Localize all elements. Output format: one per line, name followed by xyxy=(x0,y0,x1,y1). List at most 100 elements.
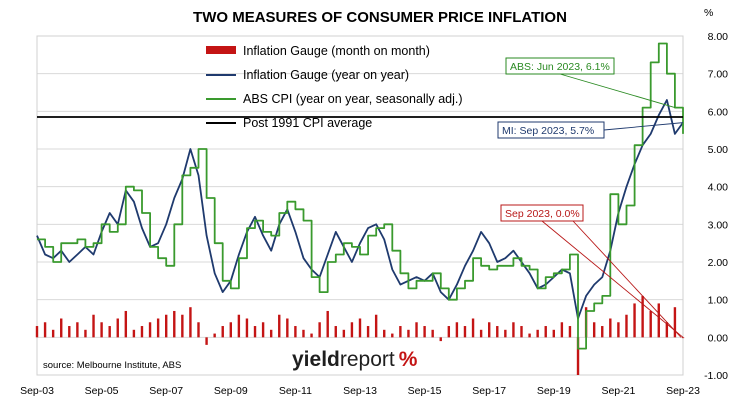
bar-month-on-month xyxy=(116,318,119,338)
x-tick-label: Sep-09 xyxy=(214,385,248,397)
bar-month-on-month xyxy=(269,329,273,338)
bar-month-on-month xyxy=(100,322,103,338)
bar-month-on-month xyxy=(60,318,63,338)
bar-month-on-month xyxy=(140,326,144,338)
bar-month-on-month xyxy=(148,322,152,338)
bar-month-on-month xyxy=(455,322,459,338)
bar-month-on-month xyxy=(374,314,378,338)
bar-month-on-month xyxy=(245,318,249,338)
annotation-leader xyxy=(572,220,682,338)
bar-month-on-month xyxy=(310,333,313,338)
bar-month-on-month xyxy=(681,337,685,339)
bar-month-on-month xyxy=(536,329,539,338)
bar-month-on-month xyxy=(407,329,410,338)
bar-month-on-month xyxy=(165,314,168,338)
bar-month-on-month xyxy=(334,326,337,338)
bar-month-on-month xyxy=(391,333,394,338)
bar-month-on-month xyxy=(657,303,660,338)
x-tick-label: Sep-19 xyxy=(537,385,571,397)
annotations: ABS: Jun 2023, 6.1% MI: Sep 2023, 5.7% Sep… xyxy=(497,57,684,338)
annotation-text: MI: Sep 2023, 5.7% xyxy=(502,125,594,137)
bar-month-on-month xyxy=(342,329,346,338)
annotation-leader xyxy=(559,73,676,108)
logo-yield: yield xyxy=(292,348,340,371)
bar-month-on-month xyxy=(649,310,652,338)
bar-month-on-month xyxy=(592,322,596,338)
bar-month-on-month xyxy=(318,322,321,338)
svg-text:yieldreport%: yieldreport% xyxy=(292,348,418,371)
y-tick-label: -1.00 xyxy=(704,370,728,382)
bar-month-on-month xyxy=(665,322,669,338)
bar-month-on-month xyxy=(504,329,507,338)
source-note: source: Melbourne Institute, ABS xyxy=(43,360,181,371)
annotation-box xyxy=(497,121,605,139)
bar-month-on-month xyxy=(528,333,531,338)
y-tick-label: 6.00 xyxy=(708,106,729,118)
y-tick-label: 4.00 xyxy=(708,182,729,194)
bar-month-on-month xyxy=(415,322,418,338)
bar-month-on-month xyxy=(673,307,677,338)
x-tick-label: Sep-13 xyxy=(343,385,377,397)
bar-month-on-month xyxy=(181,314,184,338)
annotation-text: ABS: Jun 2023, 6.1% xyxy=(510,61,610,73)
y-tick-label: 0.00 xyxy=(708,332,729,344)
bar-month-on-month xyxy=(92,314,95,338)
bar-month-on-month xyxy=(43,322,47,338)
logo-percent: % xyxy=(399,348,418,371)
bar-month-on-month xyxy=(278,314,281,338)
bar-month-on-month xyxy=(189,307,192,338)
plot-frame xyxy=(36,35,684,376)
yieldreport-logo: yieldreport% xyxy=(292,348,418,371)
x-tick-label: Sep-07 xyxy=(149,385,183,397)
legend-swatch xyxy=(206,46,236,54)
annotation-box xyxy=(505,57,615,75)
bar-month-on-month xyxy=(617,322,620,338)
bar-month-on-month xyxy=(237,314,241,338)
bar-month-on-month xyxy=(286,318,289,338)
bar-month-on-month xyxy=(68,326,71,338)
bar-month-on-month xyxy=(576,337,580,375)
bars-month-on-month xyxy=(35,295,685,375)
bar-month-on-month xyxy=(124,310,128,338)
bar-month-on-month xyxy=(609,318,612,338)
bar-month-on-month xyxy=(479,329,483,338)
y-tick-label: 1.00 xyxy=(708,295,729,307)
bar-month-on-month xyxy=(197,322,200,338)
legend-label: Inflation Gauge (year on year) xyxy=(243,68,409,82)
y-tick-label: 2.00 xyxy=(708,257,729,269)
bar-month-on-month xyxy=(601,326,604,338)
legend-label: ABS CPI (year on year, seasonally adj.) xyxy=(243,92,463,106)
bar-month-on-month xyxy=(625,314,628,338)
bar-month-on-month xyxy=(496,326,499,338)
bar-month-on-month xyxy=(358,318,362,338)
bar-month-on-month xyxy=(463,326,467,338)
y-tick-label: 5.00 xyxy=(708,144,729,156)
bar-month-on-month xyxy=(488,322,491,338)
series-line-inflation-gauge-year-on-year xyxy=(36,99,684,320)
x-tick-label: Sep-23 xyxy=(666,385,700,397)
bar-month-on-month xyxy=(431,329,434,338)
bar-month-on-month xyxy=(447,326,451,338)
bar-month-on-month xyxy=(205,337,208,345)
bar-month-on-month xyxy=(84,329,87,338)
bar-month-on-month xyxy=(76,322,79,338)
annotation-text: Sep 2023, 0.0% xyxy=(505,208,580,220)
annotation-box xyxy=(500,204,584,222)
bar-month-on-month xyxy=(383,329,386,338)
legend: Inflation Gauge (month on month) Inflatio… xyxy=(206,44,463,130)
x-tick-label: Sep-03 xyxy=(20,385,54,397)
bar-month-on-month xyxy=(35,326,39,338)
y-axis-ticks: 8.00 7.00 6.00 5.00 4.00 3.00 2.00 1.00 0.00 -1.0… xyxy=(704,31,728,382)
bar-month-on-month xyxy=(108,326,111,338)
bar-month-on-month xyxy=(560,322,564,338)
bar-month-on-month xyxy=(229,322,232,338)
bar-month-on-month xyxy=(439,337,442,342)
bar-month-on-month xyxy=(399,326,402,338)
bar-month-on-month xyxy=(641,295,644,338)
bar-month-on-month xyxy=(132,329,136,338)
legend-label: Post 1991 CPI average xyxy=(243,116,372,130)
bar-month-on-month xyxy=(253,326,257,338)
annotation-leader xyxy=(541,220,684,338)
bar-month-on-month xyxy=(326,310,329,338)
